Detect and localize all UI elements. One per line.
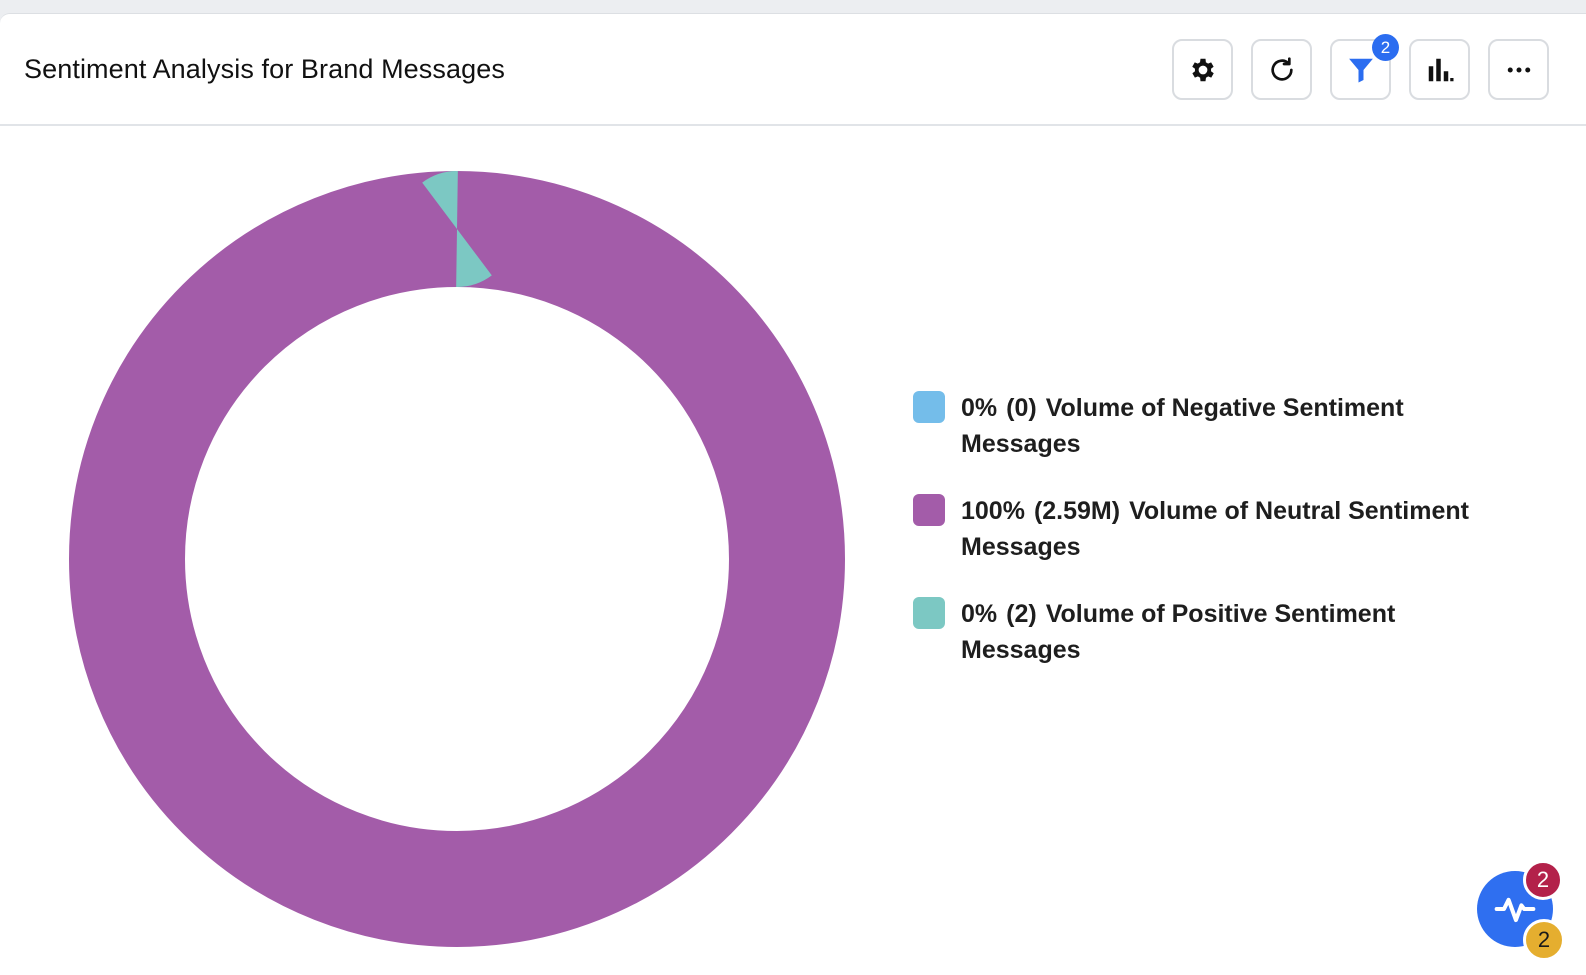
legend-swatch-positive xyxy=(913,597,945,629)
legend-count: (2) xyxy=(1006,600,1037,628)
donut-chart xyxy=(0,126,900,975)
legend-swatch-negative xyxy=(913,391,945,423)
donut-slice-neutral[interactable] xyxy=(127,229,787,889)
legend-count: (0) xyxy=(1006,394,1037,422)
chart-type-button[interactable] xyxy=(1409,39,1470,100)
gear-icon xyxy=(1188,55,1218,85)
widget-card: Sentiment Analysis for Brand Messages xyxy=(0,13,1586,975)
notification-badge: 2 xyxy=(1523,860,1563,900)
legend-item-neutral[interactable]: 100%(2.59M)Volume of Neutral Sentiment M… xyxy=(913,493,1473,565)
legend-percent: 100% xyxy=(961,497,1025,525)
widget-title: Sentiment Analysis for Brand Messages xyxy=(24,54,505,85)
legend-swatch-neutral xyxy=(913,494,945,526)
filter-count-badge: 2 xyxy=(1372,34,1399,61)
legend-count: (2.59M) xyxy=(1034,497,1120,525)
legend-item-positive[interactable]: 0%(2)Volume of Positive Sentiment Messag… xyxy=(913,596,1473,668)
refresh-icon xyxy=(1266,54,1298,86)
widget-header: Sentiment Analysis for Brand Messages xyxy=(0,14,1586,126)
refresh-button[interactable] xyxy=(1251,39,1312,100)
chart-legend: 0%(0)Volume of Negative Sentiment Messag… xyxy=(913,390,1473,699)
legend-percent: 0% xyxy=(961,394,997,422)
legend-percent: 0% xyxy=(961,600,997,628)
legend-item-negative[interactable]: 0%(0)Volume of Negative Sentiment Messag… xyxy=(913,390,1473,462)
filter-icon xyxy=(1346,55,1376,85)
more-options-button[interactable] xyxy=(1488,39,1549,100)
alert-badge: 2 xyxy=(1523,919,1565,961)
bar-chart-icon xyxy=(1425,55,1455,85)
more-icon xyxy=(1504,55,1534,85)
settings-button[interactable] xyxy=(1172,39,1233,100)
